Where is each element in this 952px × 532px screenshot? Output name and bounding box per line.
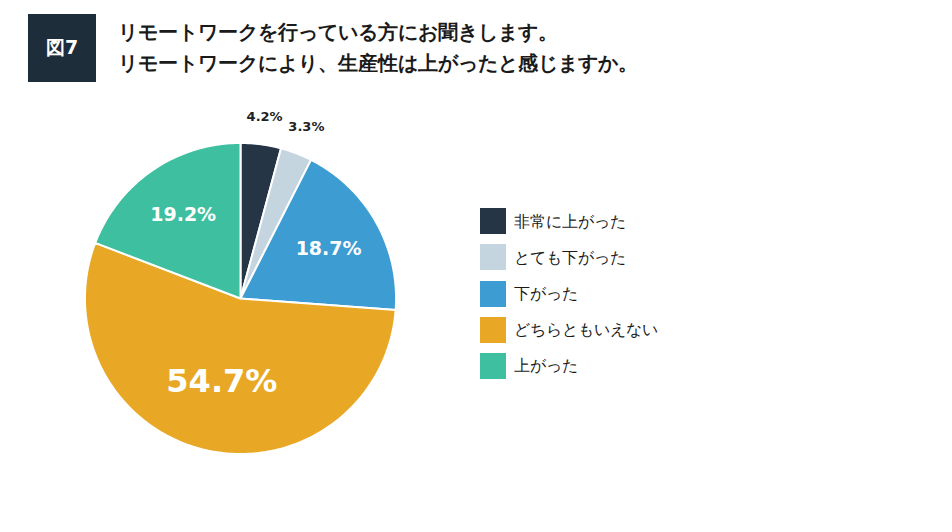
svg-text:4.2%: 4.2%	[247, 109, 283, 124]
html-text:とても下がった: とても下がった	[514, 247, 626, 267]
html-text:リモートワークにより、生産性は上がったと感じますか。: リモートワークにより、生産性は上がったと感じますか。	[118, 51, 638, 75]
html-text:リモートワークを行っている方にお聞きします。: リモートワークを行っている方にお聞きします。	[118, 20, 558, 44]
svg-text:18.7%: 18.7%	[296, 237, 362, 259]
html-text:上がった: 上がった	[514, 356, 578, 376]
html-text:下がった: 下がった	[514, 283, 578, 303]
html-text:どちらともいえない: どちらともいえない	[514, 320, 658, 340]
html-text:図7: 図7	[45, 36, 79, 58]
svg-text:19.2%: 19.2%	[150, 203, 216, 225]
svg-text:3.3%: 3.3%	[288, 119, 324, 134]
svg-text:54.7%: 54.7%	[166, 362, 277, 400]
html-text:非常に上がった: 非常に上がった	[514, 211, 626, 231]
